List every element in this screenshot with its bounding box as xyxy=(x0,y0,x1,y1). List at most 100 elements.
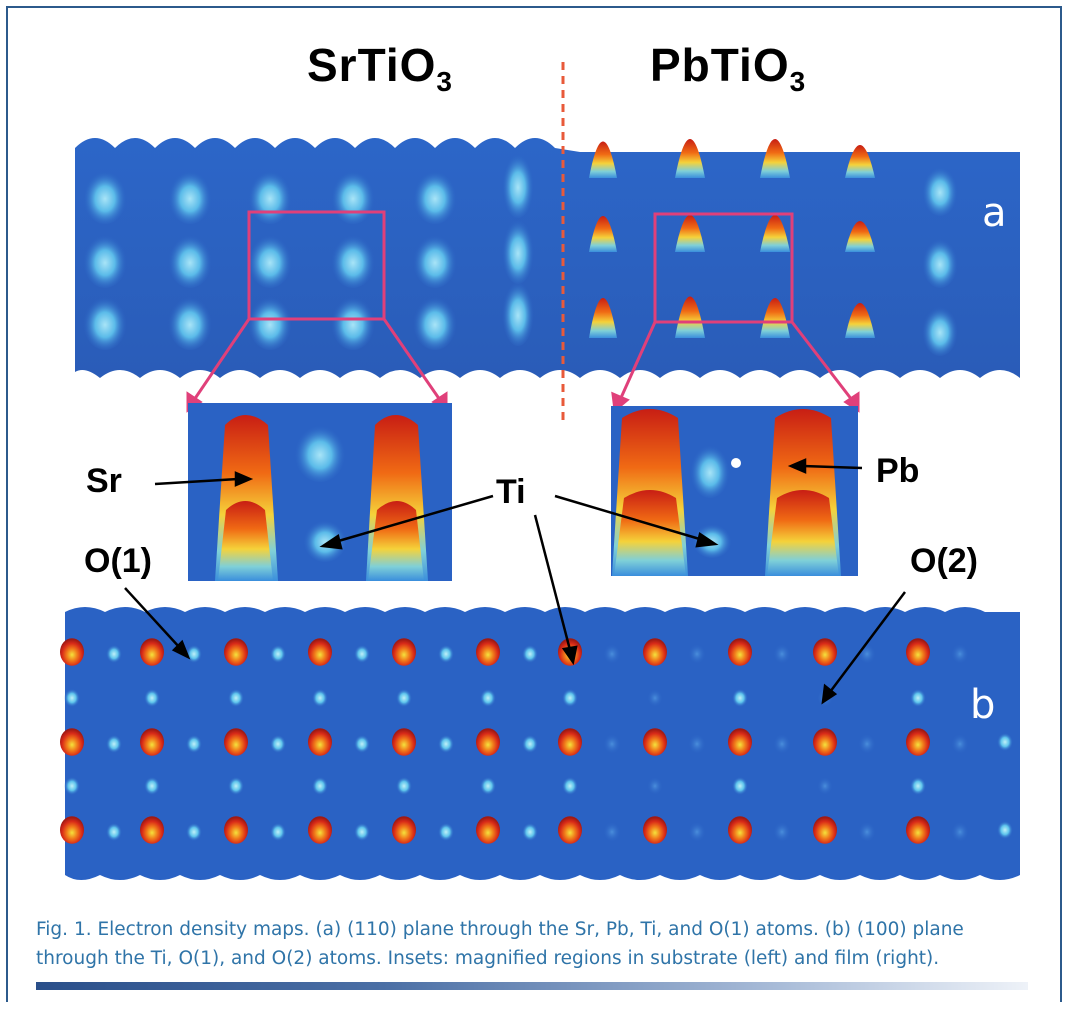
density-minor-dot xyxy=(997,732,1013,752)
density-minor-dot xyxy=(522,734,538,754)
atom-label-pb: Pb xyxy=(876,452,920,490)
density-minor-dot xyxy=(144,688,160,708)
density-minor-dot xyxy=(562,776,578,796)
density-minor-dot xyxy=(688,733,706,755)
header-pbtio3-subscript: 3 xyxy=(789,66,807,97)
density-minor-dot xyxy=(270,822,286,842)
density-minor-dot xyxy=(106,734,122,754)
density-minor-dot xyxy=(312,688,328,708)
density-minor-dot xyxy=(270,644,286,664)
density-peak-dot xyxy=(728,728,752,756)
header-pbtio3-text: PbTiO xyxy=(650,39,790,91)
density-peak-dot xyxy=(643,728,667,756)
density-minor-dot xyxy=(396,688,412,708)
label-arrows xyxy=(124,458,906,705)
density-minor-dot xyxy=(732,776,748,796)
density-peak-dot xyxy=(906,816,930,844)
header-pbtio3: PbTiO3 xyxy=(650,38,806,98)
density-minor-dot xyxy=(480,688,496,708)
panel-a-map xyxy=(75,138,1020,413)
density-peak-dot xyxy=(308,638,332,666)
panel-b-map xyxy=(60,607,1020,880)
density-minor-dot xyxy=(186,644,202,664)
density-peak-dot xyxy=(476,638,500,666)
density-peak-dot xyxy=(308,728,332,756)
density-minor-dot xyxy=(603,733,621,755)
density-peak-dot xyxy=(140,728,164,756)
density-minor-dot xyxy=(858,821,876,843)
density-minor-dot xyxy=(562,688,578,708)
density-minor-dot xyxy=(603,821,621,843)
density-minor-dot xyxy=(522,644,538,664)
density-minor-dot xyxy=(732,688,748,708)
density-peak-dot xyxy=(224,728,248,756)
inset-box-left xyxy=(247,210,386,321)
panel-label-b: b xyxy=(970,682,996,728)
density-peak-dot xyxy=(476,728,500,756)
density-minor-dot xyxy=(354,644,370,664)
density-peak-dot xyxy=(558,816,582,844)
density-minor-dot xyxy=(951,643,969,665)
density-peak-dot xyxy=(813,638,837,666)
density-peak-dot xyxy=(392,728,416,756)
density-minor-dot xyxy=(354,734,370,754)
density-peak-dot xyxy=(813,728,837,756)
density-minor-dot xyxy=(64,688,80,708)
density-peak-dot xyxy=(60,728,84,756)
density-minor-dot xyxy=(817,776,833,796)
density-peak-dot xyxy=(906,728,930,756)
density-minor-dot xyxy=(688,821,706,843)
density-minor-dot xyxy=(186,822,202,842)
density-minor-dot xyxy=(997,820,1013,840)
panel-label-a: a xyxy=(982,190,1007,236)
density-minor-dot xyxy=(858,733,876,755)
figure-caption: Fig. 1. Electron density maps. (a) (110)… xyxy=(36,919,964,969)
density-minor-dot xyxy=(186,734,202,754)
header-srtio3: SrTiO3 xyxy=(307,38,453,98)
atom-label-o1: O(1) xyxy=(84,542,152,580)
density-minor-dot xyxy=(910,688,926,708)
density-minor-dot xyxy=(228,776,244,796)
density-minor-dot xyxy=(773,643,791,665)
density-minor-dot xyxy=(228,688,244,708)
density-peak-dot xyxy=(140,816,164,844)
density-peak-dot xyxy=(224,638,248,666)
density-peak-dot xyxy=(392,638,416,666)
density-minor-dot xyxy=(951,733,969,755)
density-minor-dot xyxy=(773,733,791,755)
density-peak-dot xyxy=(906,638,930,666)
header-srtio3-subscript: 3 xyxy=(436,66,453,97)
density-peak-dot xyxy=(728,638,752,666)
density-peak-dot xyxy=(476,816,500,844)
density-peak-dot xyxy=(140,638,164,666)
density-minor-dot xyxy=(354,822,370,842)
density-peak-dot xyxy=(60,638,84,666)
density-minor-dot xyxy=(438,734,454,754)
header-srtio3-text: SrTiO xyxy=(307,39,437,91)
density-minor-dot xyxy=(773,821,791,843)
density-minor-dot xyxy=(522,822,538,842)
density-minor-dot xyxy=(603,643,621,665)
density-minor-dot xyxy=(480,776,496,796)
density-minor-dot xyxy=(910,776,926,796)
inset-right xyxy=(611,406,858,576)
density-minor-dot xyxy=(64,776,80,796)
density-minor-dot xyxy=(688,643,706,665)
density-minor-dot xyxy=(647,688,663,708)
density-minor-dot xyxy=(438,822,454,842)
inset-box-right xyxy=(653,212,794,324)
density-peak-dot xyxy=(728,816,752,844)
figure-frame xyxy=(6,6,1062,1002)
atom-label-sr: Sr xyxy=(86,462,122,500)
density-peak-dot xyxy=(392,816,416,844)
density-minor-dot xyxy=(647,776,663,796)
density-peak-dot xyxy=(813,816,837,844)
density-minor-dot xyxy=(951,821,969,843)
density-minor-dot xyxy=(396,776,412,796)
atom-label-o2: O(2) xyxy=(910,542,978,580)
density-peak-dot xyxy=(558,728,582,756)
density-peak-dot xyxy=(60,816,84,844)
density-minor-dot xyxy=(270,734,286,754)
inset-left xyxy=(188,403,452,581)
